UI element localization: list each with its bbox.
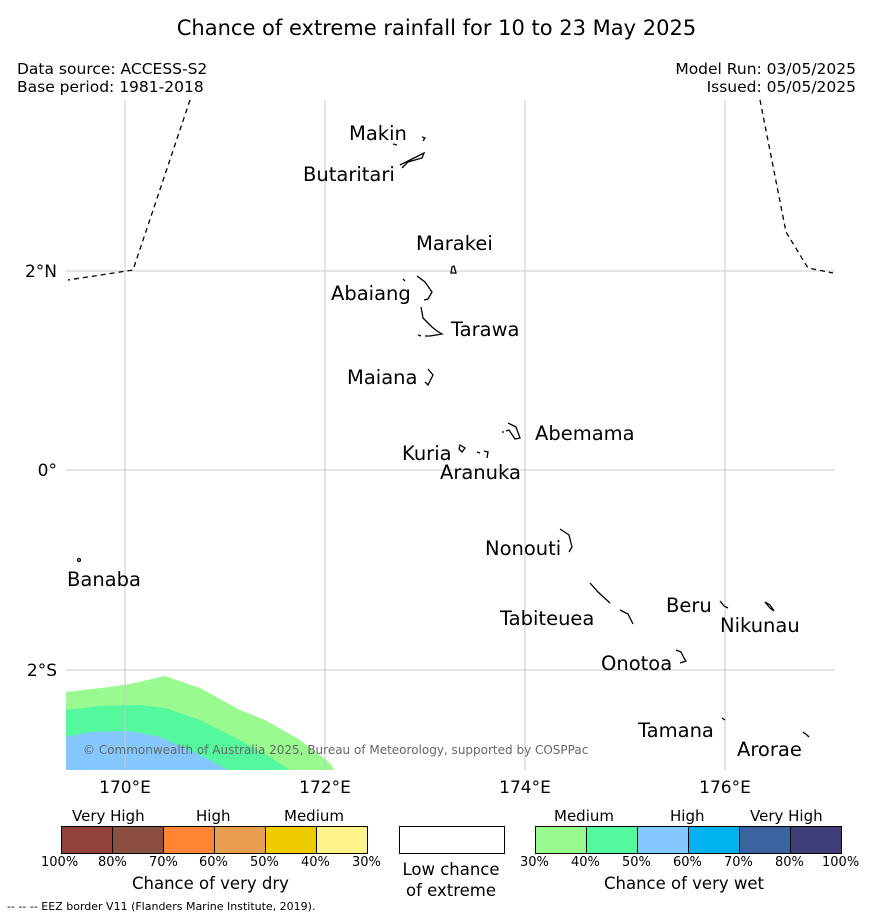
dry-category-high: High <box>196 807 231 825</box>
data-info: Data source: ACCESS-S2 Base period: 1981… <box>17 60 207 96</box>
dry-pct-label: 70% <box>149 855 178 870</box>
lat-tick-label: 0° <box>38 461 57 481</box>
dry-category-very-high: Very High <box>72 807 145 825</box>
wet-pct-label: 60% <box>673 855 702 870</box>
gridlines <box>66 100 835 770</box>
aranuka-outline <box>476 450 489 459</box>
label-tabiteuea: Tabiteuea <box>499 607 594 630</box>
eez-footnote: -- -- -- EEZ border V11 (Flanders Marine… <box>7 900 316 913</box>
low-chance-title: Low chance of extreme <box>399 859 503 901</box>
wet-pct-label: 50% <box>622 855 651 870</box>
wet-colorbar <box>535 826 842 854</box>
label-abaiang: Abaiang <box>331 282 411 305</box>
label-abemama: Abemama <box>535 422 635 445</box>
latitude-labels: 2°N 0° 2°S <box>25 262 57 681</box>
butaritari-outline <box>392 143 426 169</box>
label-kuria: Kuria <box>402 442 452 465</box>
dry-pct-label: 50% <box>250 855 279 870</box>
low-chance-line1: Low chance <box>402 860 500 879</box>
lat-tick-label: 2°S <box>27 661 57 681</box>
wet-category-medium: Medium <box>554 807 614 825</box>
dry-swatch <box>215 827 266 853</box>
run-info: Model Run: 03/05/2025 Issued: 05/05/2025 <box>675 60 856 96</box>
wet-legend-title: Chance of very wet <box>604 874 764 893</box>
label-beru: Beru <box>666 594 712 617</box>
wet-swatch <box>740 827 791 853</box>
wet-category-high: High <box>670 807 705 825</box>
lon-tick-label: 172°E <box>299 778 351 798</box>
wet-swatch <box>536 827 587 853</box>
wet-pct-label: 70% <box>724 855 753 870</box>
dry-colorbar <box>61 826 368 854</box>
wet-shading <box>66 676 334 770</box>
label-banaba: Banaba <box>67 568 141 591</box>
nikunau-outline <box>764 601 775 612</box>
dry-pct-label: 80% <box>98 855 127 870</box>
makin-outline <box>421 136 427 142</box>
abaiang-outline <box>402 275 433 301</box>
lat-tick-label: 2°N <box>25 262 57 282</box>
map-title: Chance of extreme rainfall for 10 to 23 … <box>176 16 697 40</box>
wet-swatch <box>689 827 740 853</box>
issued-date: Issued: 05/05/2025 <box>706 78 856 96</box>
label-marakei: Marakei <box>416 232 493 255</box>
dry-swatch <box>62 827 113 853</box>
tarawa-outline <box>417 306 444 337</box>
dry-category-medium: Medium <box>284 807 344 825</box>
tamana-outline <box>721 717 726 721</box>
data-source: Data source: ACCESS-S2 <box>17 60 208 78</box>
dry-pct-label: 40% <box>301 855 330 870</box>
lon-tick-label: 170°E <box>99 778 151 798</box>
beru-outline <box>719 600 729 609</box>
wet-pct-label: 100% <box>822 855 860 870</box>
wet-category-very-high: Very High <box>750 807 823 825</box>
dry-swatch <box>266 827 317 853</box>
kuria-outline <box>458 443 466 453</box>
dry-swatch <box>317 827 367 853</box>
label-tarawa: Tarawa <box>450 318 520 341</box>
tabiteuea-outline <box>589 582 634 625</box>
label-maiana: Maiana <box>347 366 417 389</box>
maiana-outline <box>424 368 434 387</box>
onotoa-outline <box>675 649 688 664</box>
island-outlines <box>76 136 810 738</box>
abemama-outline <box>502 422 521 440</box>
dry-swatch <box>164 827 215 853</box>
copyright-notice: © Commonwealth of Australia 2025, Bureau… <box>83 743 588 757</box>
base-period: Base period: 1981-2018 <box>17 78 204 96</box>
lon-tick-label: 174°E <box>499 778 551 798</box>
dry-pct-label: 30% <box>352 855 381 870</box>
dry-swatch <box>113 827 164 853</box>
label-nikunau: Nikunau <box>720 614 800 637</box>
label-onotoa: Onotoa <box>601 652 672 675</box>
wet-pct-label: 40% <box>571 855 600 870</box>
wet-pct-label: 30% <box>520 855 549 870</box>
wet-swatch <box>791 827 841 853</box>
dry-pct-label: 60% <box>199 855 228 870</box>
marakei-outline <box>450 265 457 274</box>
low-chance-swatch <box>399 826 505 854</box>
label-butaritari: Butaritari <box>303 163 395 186</box>
wet-swatch <box>638 827 689 853</box>
longitude-labels: 170°E 172°E 174°E 176°E <box>99 778 751 798</box>
label-makin: Makin <box>349 122 407 145</box>
dry-legend-title: Chance of very dry <box>132 874 289 893</box>
nonouti-outline <box>559 528 573 553</box>
wet-pct-label: 80% <box>775 855 804 870</box>
arorae-outline <box>802 731 810 738</box>
wet-50-area <box>66 731 228 770</box>
label-arorae: Arorae <box>737 738 802 761</box>
label-tamana: Tamana <box>637 719 714 742</box>
island-labels: Makin Butaritari Marakei Abaiang Tarawa … <box>67 122 802 761</box>
eez-border <box>67 99 834 281</box>
label-aranuka: Aranuka <box>440 461 521 484</box>
dry-pct-label: 100% <box>41 855 79 870</box>
wet-swatch <box>587 827 638 853</box>
banaba-outline <box>76 557 82 563</box>
low-chance-line2: of extreme <box>405 881 497 900</box>
label-nonouti: Nonouti <box>485 537 561 560</box>
model-run: Model Run: 03/05/2025 <box>675 60 856 78</box>
lon-tick-label: 176°E <box>699 778 751 798</box>
